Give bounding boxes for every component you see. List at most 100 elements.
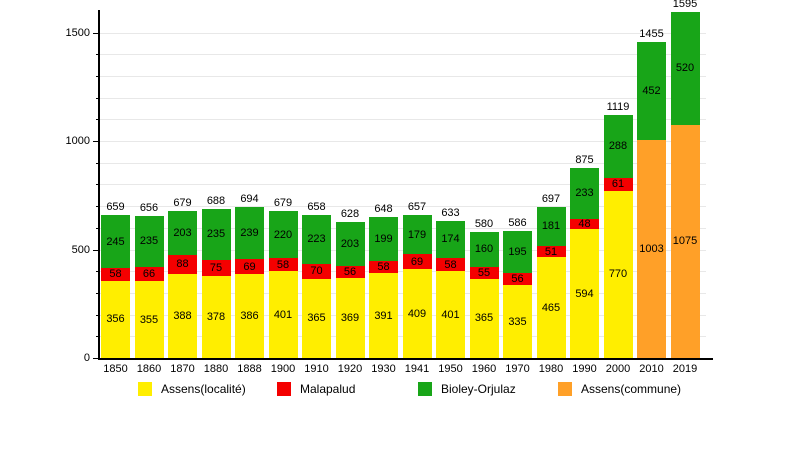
gridline [100, 54, 706, 56]
bar-total-label: 633 [441, 206, 460, 219]
x-axis-label: 1880 [203, 363, 229, 375]
legend-item-malapalud: Malapalud [277, 381, 355, 397]
x-axis-label: 1930 [371, 363, 396, 375]
x-axis-label: 2010 [639, 363, 664, 375]
segment-value-label: 409 [407, 307, 427, 320]
segment-value-label: 66 [142, 267, 156, 280]
x-axis-label: 2000 [605, 363, 631, 375]
bar-segment [268, 258, 298, 271]
bar-total-label: 679 [173, 196, 192, 209]
bar-segment [168, 273, 197, 358]
segment-value-label: 465 [541, 301, 561, 314]
segment-value-label: 160 [474, 243, 494, 256]
segment-value-label: 58 [109, 268, 122, 281]
segment-value-label: 365 [474, 312, 494, 325]
bar-segment [436, 220, 465, 259]
bar-segment [201, 276, 231, 358]
legend-label: Assens(localité) [161, 382, 246, 396]
segment-value-label: 239 [240, 227, 259, 240]
bar-segment [369, 260, 398, 274]
bar-segment [369, 273, 398, 358]
segment-value-label: 235 [206, 228, 226, 241]
segment-value-label: 88 [176, 258, 189, 271]
segment-value-label: 378 [206, 311, 226, 323]
legend-swatch-bioley-orjulaz [418, 382, 432, 396]
bar-segment [369, 217, 398, 261]
segment-value-label: 355 [139, 313, 159, 326]
y-axis-label: 1500 [65, 26, 90, 39]
bar-segment [402, 215, 432, 255]
x-axis-label: 1950 [438, 363, 463, 375]
gridline [100, 97, 706, 99]
bar-total-label: 1595 [672, 0, 698, 10]
bar-segment [268, 210, 298, 259]
bar-segment [469, 232, 499, 267]
segment-value-label: 235 [139, 235, 159, 248]
segment-value-label: 594 [575, 287, 594, 300]
bar-total-label: 1119 [606, 101, 630, 114]
bar-segment [101, 268, 130, 281]
bar-segment [637, 140, 666, 358]
bar-total-label: 697 [541, 192, 561, 205]
legend-item-bioley-orjulaz: Bioley-Orjulaz [418, 381, 516, 397]
x-axis-label: 1941 [404, 363, 430, 375]
x-axis-label: 1860 [136, 363, 162, 375]
segment-value-label: 520 [675, 62, 695, 75]
legend-label: Bioley-Orjulaz [441, 382, 516, 396]
bar-segment [603, 190, 633, 358]
bar-segment [503, 285, 532, 358]
segment-value-label: 288 [608, 140, 628, 153]
x-axis-label: 2019 [672, 363, 698, 375]
bar-segment [637, 42, 666, 141]
y-axis-major-tick [93, 249, 100, 251]
y-axis-major-tick [93, 358, 100, 359]
bar-segment [168, 254, 197, 274]
bar-segment [134, 215, 164, 267]
bar-segment [302, 278, 331, 358]
bar-segment [536, 206, 566, 247]
segment-value-label: 69 [410, 255, 424, 268]
segment-value-label: 770 [608, 268, 628, 281]
gridline [100, 32, 706, 34]
y-axis [98, 10, 100, 360]
segment-value-label: 391 [374, 309, 393, 322]
bar-total-label: 875 [575, 154, 594, 167]
bar-total-label: 659 [106, 201, 125, 213]
segment-value-label: 58 [444, 258, 457, 271]
bar-segment [235, 259, 264, 275]
bar-segment [402, 254, 432, 270]
bar-segment [436, 271, 465, 358]
legend-item-assens-localite: Assens(localité) [138, 381, 246, 397]
bar-segment [603, 177, 633, 191]
x-axis-label: 1910 [304, 363, 329, 375]
gridline [100, 75, 706, 77]
segment-value-label: 174 [441, 233, 460, 246]
segment-value-label: 452 [642, 85, 661, 98]
bar-segment [670, 124, 700, 358]
bar-segment [570, 168, 599, 219]
segment-value-label: 245 [106, 235, 125, 248]
gridline [100, 206, 706, 208]
segment-value-label: 58 [377, 260, 390, 273]
segment-value-label: 199 [374, 232, 393, 245]
segment-value-label: 335 [508, 315, 527, 328]
bar-segment [670, 11, 700, 125]
x-axis-label: 1888 [237, 363, 262, 375]
x-axis-label: 1970 [505, 363, 530, 375]
bar-total-label: 679 [273, 196, 293, 209]
segment-value-label: 55 [477, 266, 491, 279]
bar-segment [469, 266, 499, 279]
segment-value-label: 233 [575, 187, 594, 200]
segment-value-label: 203 [340, 237, 360, 250]
bar-segment [335, 277, 365, 358]
segment-value-label: 369 [340, 311, 360, 324]
bar-segment [503, 273, 532, 286]
segment-value-label: 56 [343, 265, 357, 278]
bar-total-label: 658 [307, 201, 326, 214]
legend-swatch-assens-localite [138, 382, 152, 396]
segment-value-label: 75 [209, 261, 223, 274]
segment-value-label: 386 [240, 310, 259, 323]
bar-segment [201, 259, 231, 276]
bar-segment [436, 258, 465, 271]
